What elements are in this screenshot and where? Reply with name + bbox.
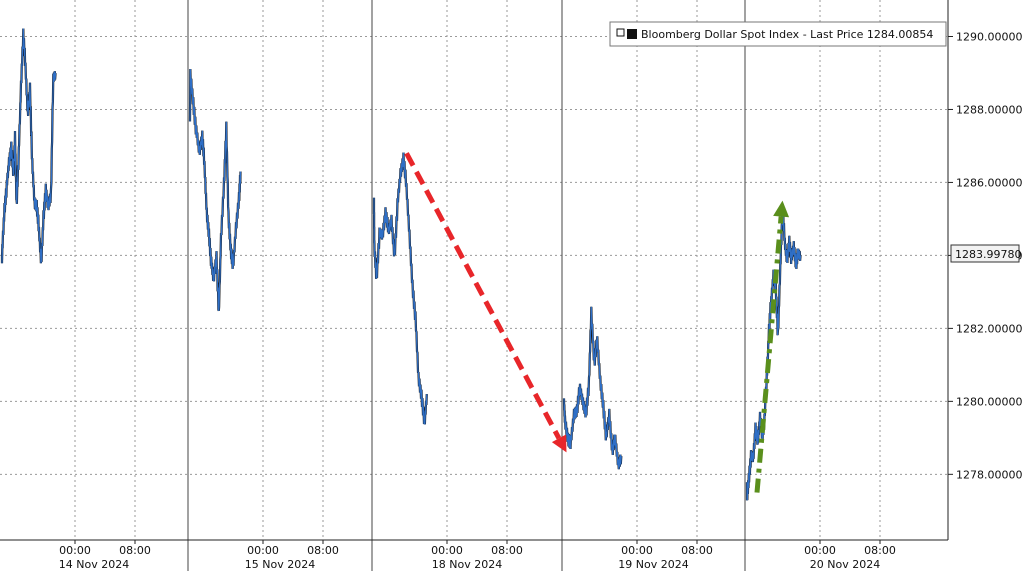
x-date-label: 19 Nov 2024 [618,558,688,571]
x-time-label: 00:00 [431,544,463,557]
x-date-label: 14 Nov 2024 [59,558,129,571]
x-time-label: 00:00 [621,544,653,557]
legend-box [609,21,947,47]
x-time-label: 00:00 [804,544,836,557]
x-date-label: 18 Nov 2024 [432,558,502,571]
y-tick-label: 1282.00000 [956,322,1022,335]
legend-checkbox-icon[interactable] [616,28,625,37]
annotation-arrow-shaft [754,216,784,493]
annotation-arrow-head [773,200,790,218]
legend-entry-text: Bloomberg Dollar Spot Index - Last Price… [641,28,933,41]
series-line [189,68,242,312]
x-time-label: 08:00 [491,544,523,557]
x-time-label: 08:00 [681,544,713,557]
series-line [563,306,622,470]
x-time-label: 00:00 [247,544,279,557]
y-tick-label: 1280.00000 [956,395,1022,408]
series-line [373,152,428,425]
x-date-label: 20 Nov 2024 [810,558,880,571]
last-price-label-text: 1283.99780 [955,248,1021,261]
y-tick-label: 1290.00000 [956,30,1022,43]
x-time-label: 00:00 [59,544,91,557]
legend: Bloomberg Dollar Spot Index - Last Price… [609,21,947,47]
x-date-label: 15 Nov 2024 [245,558,315,571]
x-time-label: 08:00 [307,544,339,557]
series-line [1,28,57,264]
y-tick-label: 1286.00000 [956,176,1022,189]
annotation-layer [404,152,790,493]
x-time-label: 08:00 [119,544,151,557]
legend-series-swatch-icon [627,29,637,39]
y-tick-label: 1288.00000 [956,103,1022,116]
last-price-label-box [950,244,1020,263]
axis-layer [0,0,949,541]
annotation-arrow-head [551,434,567,453]
last-price-label: 1283.99780 [950,244,1021,263]
y-tick-label: 1278.00000 [956,468,1022,481]
x-time-label: 08:00 [864,544,896,557]
annotation-arrow-shaft [404,152,562,440]
